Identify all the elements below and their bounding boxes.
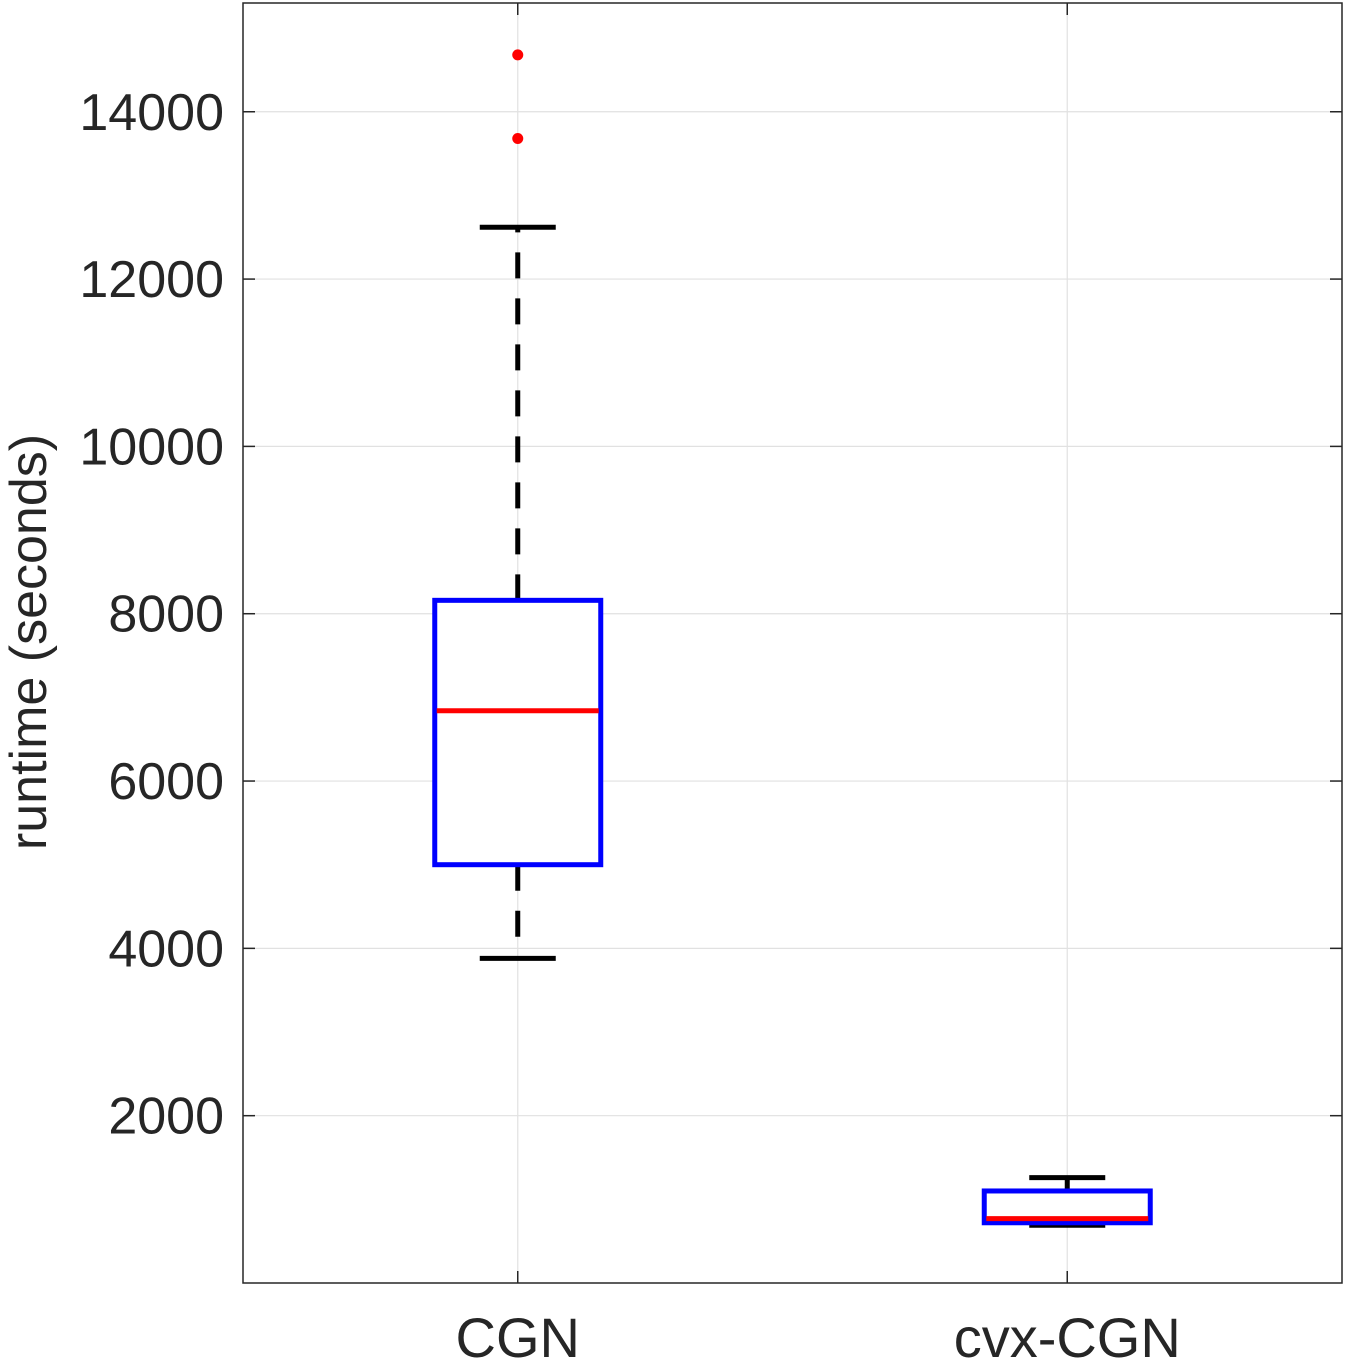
y-tick-label: 2000 [108, 1088, 224, 1146]
plot-frame [242, 2, 1343, 1284]
tick-layer: 2000 4000 6000 8000 10000 12000 14000 CGN cvx-CG… [79, 3, 1342, 1362]
y-axis-title: runtime (seconds) [0, 434, 58, 850]
y-tick-label: 4000 [108, 920, 224, 978]
outlier-point [512, 49, 524, 61]
y-tick-label: 14000 [79, 84, 224, 142]
box-group-cgn [432, 49, 604, 961]
outlier-point [512, 133, 524, 145]
x-category-label: CGN [456, 1306, 580, 1362]
axes-frame [242, 2, 1343, 1284]
box-group-cvx-cgn [981, 1175, 1153, 1228]
grid-layer [243, 3, 1342, 1283]
box-layer [432, 49, 1153, 1228]
y-tick-label: 10000 [79, 418, 224, 476]
iqr-box [432, 597, 604, 868]
y-tick-label: 6000 [108, 753, 224, 811]
x-category-label: cvx-CGN [954, 1306, 1181, 1362]
y-tick-label: 8000 [108, 586, 224, 644]
y-tick-label: 12000 [79, 251, 224, 309]
